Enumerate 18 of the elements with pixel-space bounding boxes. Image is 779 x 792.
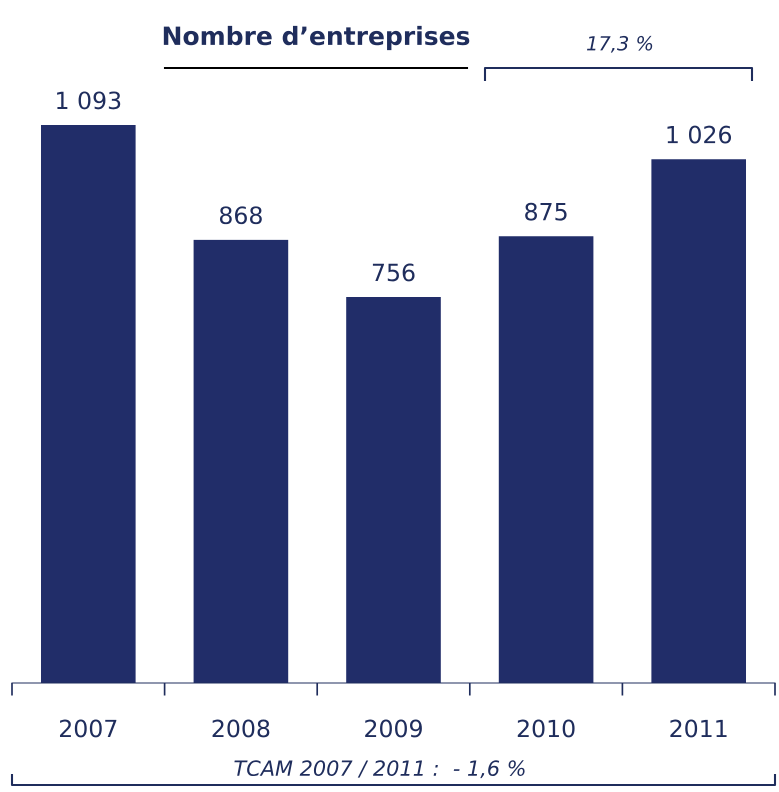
data-label: 1 026: [667, 126, 732, 144]
bar: [40, 125, 136, 683]
x-tick-label: 2007: [60, 720, 116, 738]
x-tick-label: 2011: [670, 720, 727, 738]
text: TCAM 2007 / 2011 : - 1,6 %: [234, 760, 525, 778]
x-tick-label: 2009: [365, 720, 422, 738]
text: 17,3 %: [586, 36, 652, 53]
bar: [194, 240, 288, 683]
data-label: 756: [372, 264, 415, 282]
x-tick-label: 2010: [518, 720, 575, 738]
data-label: 875: [525, 202, 567, 221]
bar: [651, 159, 746, 683]
data-label: 868: [220, 206, 262, 224]
chart-title: Nombre d’entreprises: [164, 26, 470, 50]
bar: [346, 297, 441, 683]
bar: [498, 236, 594, 683]
data-label: 1 093: [57, 91, 120, 110]
x-tick-label: 2008: [212, 720, 270, 738]
